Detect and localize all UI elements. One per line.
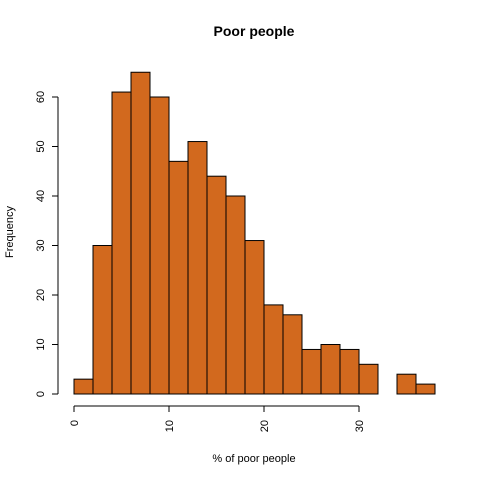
x-tick-label: 10 bbox=[164, 420, 176, 432]
y-tick-label: 50 bbox=[35, 140, 47, 152]
histogram-bar bbox=[339, 348, 360, 395]
histogram-bar bbox=[206, 175, 227, 395]
histogram-bar bbox=[415, 383, 436, 395]
x-axis: 0 10 20 30 bbox=[69, 405, 366, 432]
x-axis-label: % of poor people bbox=[212, 453, 295, 465]
chart-title: Poor people bbox=[214, 23, 295, 39]
y-tick-label: 0 bbox=[35, 391, 47, 397]
x-tick-label: 30 bbox=[354, 420, 366, 432]
histogram-bar bbox=[225, 195, 246, 395]
histogram-bar bbox=[187, 141, 208, 395]
histogram-bar bbox=[263, 304, 284, 395]
y-axis-label: Frequency bbox=[4, 206, 16, 258]
histogram-bar bbox=[320, 344, 341, 395]
y-axis: 0 10 20 30 40 50 60 bbox=[35, 91, 59, 397]
histogram-bar bbox=[73, 378, 94, 395]
histogram-bar bbox=[149, 96, 170, 395]
x-tick-label: 0 bbox=[69, 420, 81, 426]
y-tick-label: 40 bbox=[35, 190, 47, 202]
histogram-bar bbox=[244, 240, 265, 395]
histogram-bar bbox=[168, 160, 189, 395]
histogram-bar bbox=[111, 91, 132, 395]
histogram-bar bbox=[358, 363, 379, 395]
bars-group bbox=[73, 71, 436, 395]
histogram-bar bbox=[130, 71, 151, 395]
y-tick-label: 30 bbox=[35, 239, 47, 251]
y-tick-label: 60 bbox=[35, 91, 47, 103]
y-tick-label: 10 bbox=[35, 338, 47, 350]
histogram-bar bbox=[301, 348, 322, 395]
y-tick-label: 20 bbox=[35, 289, 47, 301]
histogram-bar bbox=[92, 245, 113, 395]
x-tick-label: 20 bbox=[259, 420, 271, 432]
histogram-bar bbox=[282, 314, 303, 395]
histogram-bar bbox=[396, 373, 417, 395]
